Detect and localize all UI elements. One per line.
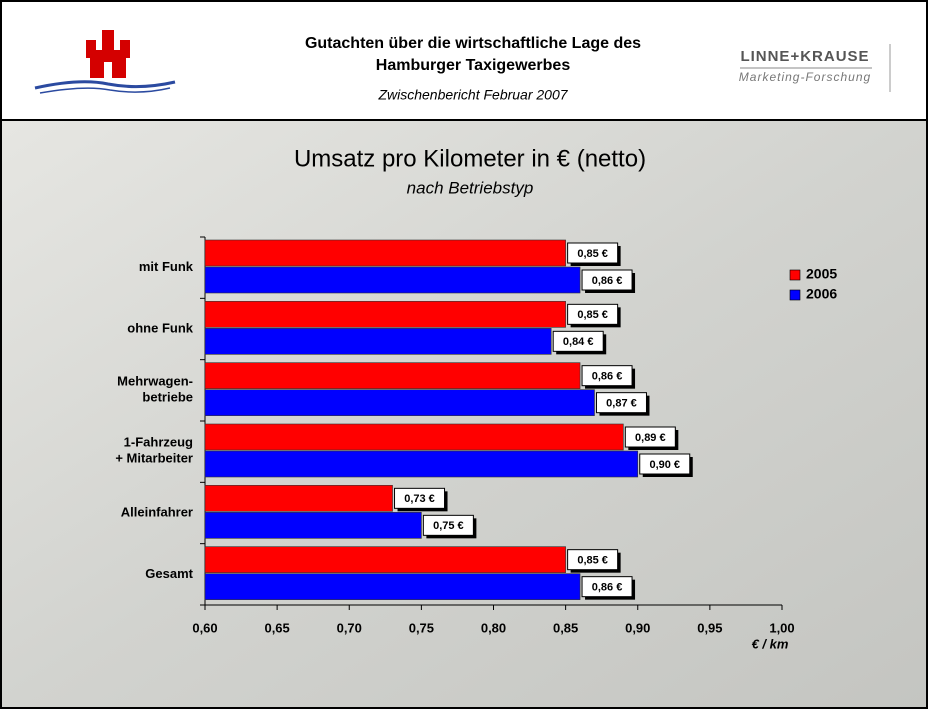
value-label-box: [567, 549, 619, 571]
value-label: 0,85 €: [577, 248, 608, 260]
legend-label: 2005: [806, 266, 837, 282]
value-label: 0,85 €: [577, 555, 608, 567]
hamburg-logo: [34, 30, 176, 94]
value-label-box: [595, 392, 647, 414]
value-label-box: [394, 487, 446, 509]
value-label-box: [639, 453, 691, 475]
value-label-box: [581, 576, 633, 598]
bar: [204, 301, 566, 328]
value-label: 0,84 €: [563, 336, 594, 348]
category-label: Gesamt: [145, 566, 193, 581]
x-tick-label: 0,75: [409, 620, 434, 635]
value-label-box: [422, 514, 474, 536]
legend-label: 2006: [806, 286, 837, 302]
brand: LINNE+KRAUSE: [740, 48, 869, 65]
value-label: 0,90 €: [649, 459, 680, 471]
value-label: 0,75 €: [433, 520, 464, 532]
value-label-box: [567, 242, 619, 264]
value-label: 0,87 €: [606, 398, 637, 410]
bar: [204, 450, 639, 478]
category-label: ohne Funk: [127, 320, 193, 335]
x-tick-label: 0,95: [697, 620, 722, 635]
value-label: 0,73 €: [404, 493, 435, 505]
x-tick-label: 1,00: [769, 620, 794, 635]
category-label: mit Funk: [139, 259, 194, 274]
x-tick-label: 0,70: [337, 620, 362, 635]
x-tick-label: 0,85: [553, 620, 578, 635]
bar: [204, 546, 566, 573]
bar: [204, 423, 624, 451]
value-label: 0,85 €: [577, 309, 608, 321]
value-label-box: [567, 303, 619, 325]
value-label: 0,89 €: [635, 432, 666, 444]
bar: [204, 485, 393, 512]
x-tick-label: 0,65: [264, 620, 289, 635]
header-title: Hamburger Taxigewerbes: [376, 57, 571, 74]
bar: [204, 239, 566, 267]
legend-swatch: [789, 289, 801, 301]
legend-swatch: [789, 269, 801, 281]
value-label-box: [581, 269, 633, 291]
bar: [204, 362, 581, 389]
value-label-box: [552, 330, 604, 352]
category-label: Mehrwagen-betriebe: [117, 374, 193, 405]
category-label: Alleinfahrer: [121, 504, 193, 519]
value-label-box: [581, 365, 633, 387]
bar: [204, 389, 595, 416]
x-axis-label: € / km: [752, 636, 789, 651]
value-label-box: [624, 426, 676, 448]
chart-subtitle: nach Betriebstyp: [407, 178, 534, 197]
header-title: Gutachten über die wirtschaftliche Lage …: [305, 35, 641, 52]
bar: [204, 573, 581, 600]
category-label: 1-Fahrzeug + Mitarbeiter: [115, 435, 193, 466]
x-tick-label: 0,90: [625, 620, 650, 635]
value-label: 0,86 €: [592, 275, 623, 287]
bar: [204, 512, 422, 539]
x-tick-label: 0,60: [192, 620, 217, 635]
chart-title: Umsatz pro Kilometer in € (netto): [294, 145, 646, 172]
brand-sub: Marketing-Forschung: [739, 70, 871, 84]
bar: [204, 328, 552, 355]
value-label: 0,86 €: [592, 371, 623, 383]
value-label: 0,86 €: [592, 582, 623, 594]
header-subtitle: Zwischenbericht Februar 2007: [377, 87, 568, 103]
bar: [204, 266, 581, 294]
x-tick-label: 0,80: [481, 620, 506, 635]
